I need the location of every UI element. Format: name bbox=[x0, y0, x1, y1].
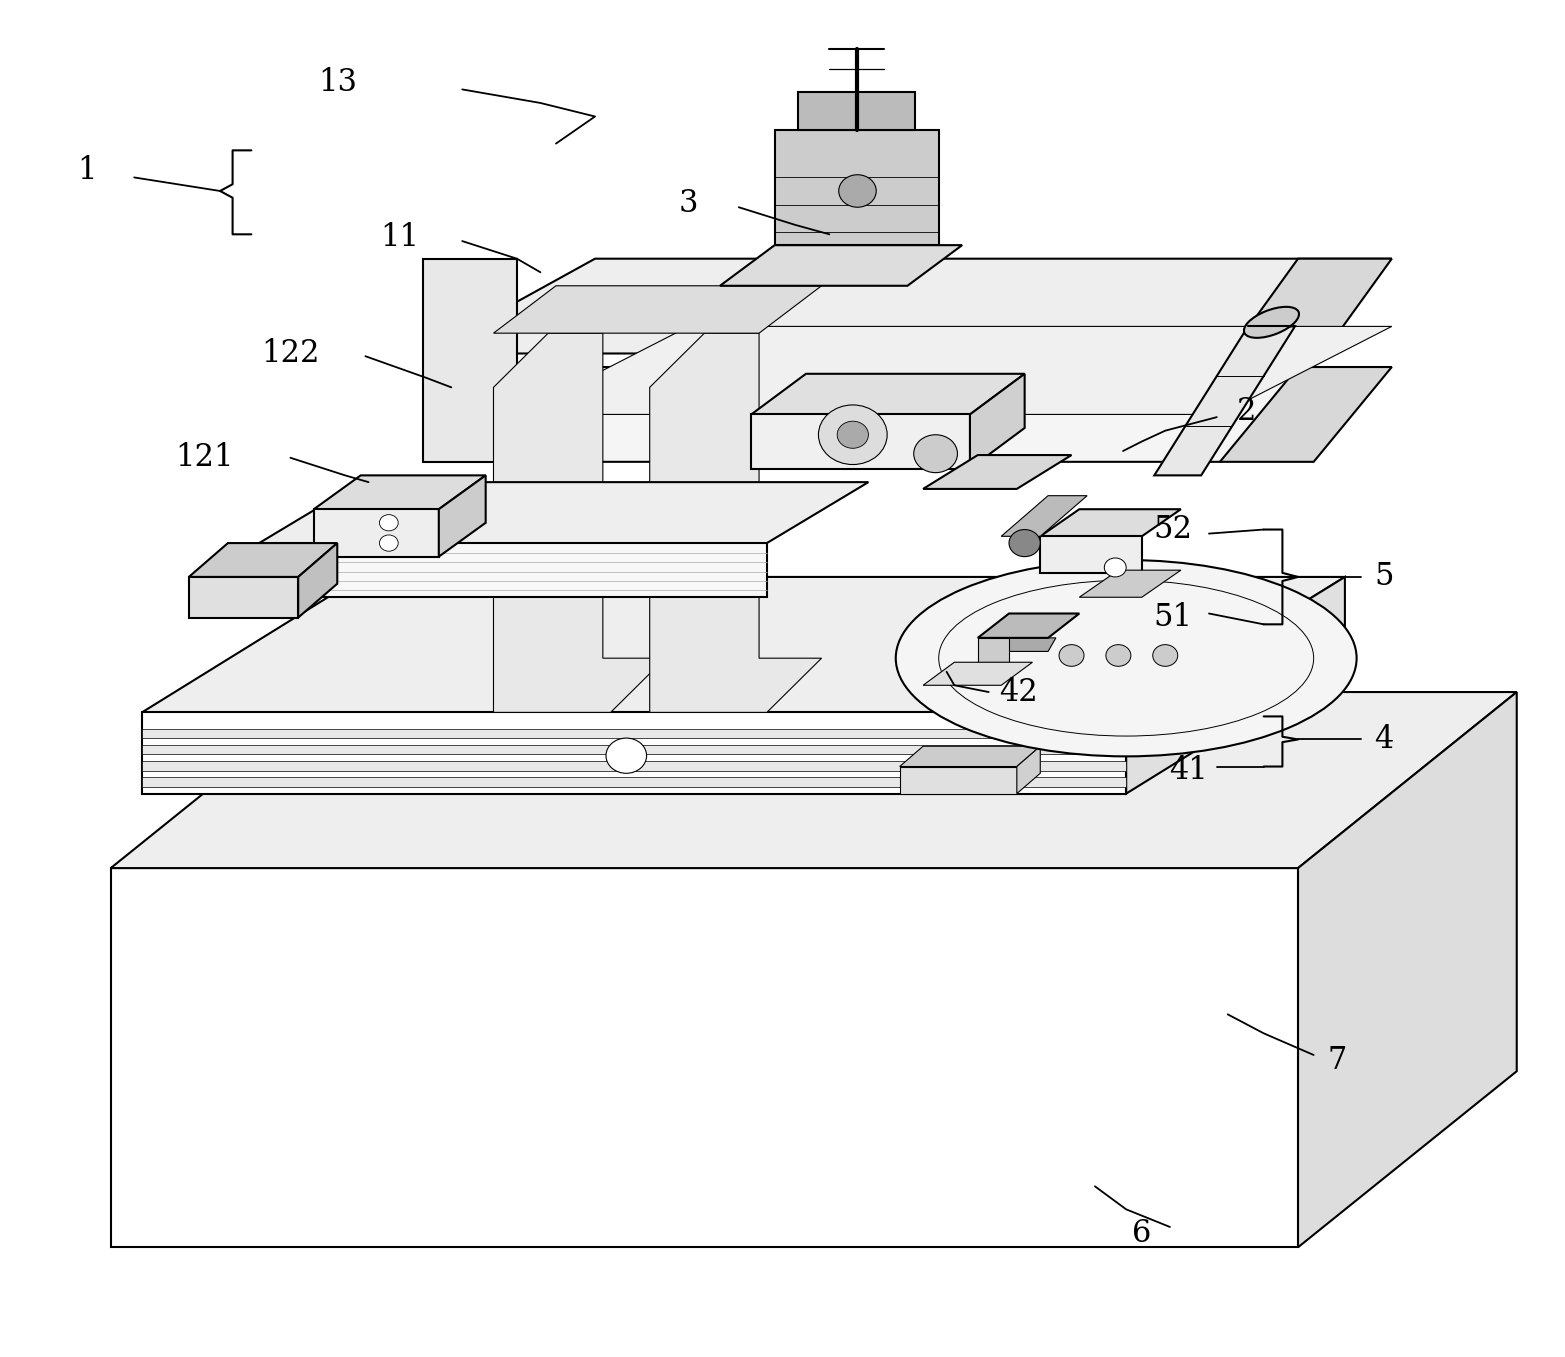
Circle shape bbox=[606, 738, 646, 773]
Text: 122: 122 bbox=[261, 338, 319, 369]
Polygon shape bbox=[189, 577, 299, 617]
Polygon shape bbox=[438, 475, 485, 556]
Polygon shape bbox=[1127, 577, 1344, 794]
Polygon shape bbox=[260, 543, 767, 597]
Circle shape bbox=[839, 175, 876, 208]
Polygon shape bbox=[493, 334, 665, 712]
Polygon shape bbox=[142, 778, 1127, 787]
Polygon shape bbox=[1041, 536, 1142, 573]
Polygon shape bbox=[142, 712, 1127, 794]
Polygon shape bbox=[1017, 746, 1041, 794]
Polygon shape bbox=[923, 662, 1033, 685]
Circle shape bbox=[1153, 645, 1178, 666]
Text: 7: 7 bbox=[1327, 1045, 1347, 1076]
Text: 1: 1 bbox=[78, 155, 97, 186]
Polygon shape bbox=[751, 414, 970, 468]
Bar bbox=[798, 92, 916, 130]
Polygon shape bbox=[923, 455, 1072, 489]
Polygon shape bbox=[1041, 509, 1182, 536]
Polygon shape bbox=[1297, 692, 1516, 1247]
Circle shape bbox=[1060, 645, 1085, 666]
Text: 121: 121 bbox=[175, 442, 233, 474]
Ellipse shape bbox=[895, 560, 1357, 756]
Polygon shape bbox=[315, 509, 438, 556]
Polygon shape bbox=[423, 259, 1391, 353]
Polygon shape bbox=[111, 692, 1516, 868]
Polygon shape bbox=[649, 334, 822, 712]
Text: 5: 5 bbox=[1374, 562, 1394, 593]
Circle shape bbox=[1105, 558, 1127, 577]
Polygon shape bbox=[516, 327, 1391, 414]
Polygon shape bbox=[111, 868, 1297, 1247]
Polygon shape bbox=[720, 246, 962, 286]
Circle shape bbox=[379, 535, 398, 551]
Polygon shape bbox=[423, 259, 516, 461]
Text: 51: 51 bbox=[1153, 603, 1193, 634]
Polygon shape bbox=[142, 577, 1344, 712]
Polygon shape bbox=[900, 767, 1017, 794]
Polygon shape bbox=[1080, 570, 1182, 597]
Polygon shape bbox=[142, 729, 1127, 738]
Polygon shape bbox=[189, 543, 338, 577]
Polygon shape bbox=[751, 373, 1025, 414]
Text: 42: 42 bbox=[998, 677, 1038, 707]
Circle shape bbox=[914, 434, 958, 472]
Polygon shape bbox=[1155, 327, 1294, 475]
Text: 3: 3 bbox=[679, 187, 698, 218]
Polygon shape bbox=[978, 613, 1080, 638]
Polygon shape bbox=[1221, 366, 1391, 461]
Polygon shape bbox=[900, 746, 1041, 767]
Polygon shape bbox=[1221, 259, 1391, 366]
Circle shape bbox=[1106, 645, 1131, 666]
Circle shape bbox=[818, 404, 887, 464]
Polygon shape bbox=[1002, 638, 1056, 651]
Polygon shape bbox=[493, 286, 822, 334]
Polygon shape bbox=[978, 638, 1009, 665]
Text: 11: 11 bbox=[380, 221, 419, 252]
Bar bbox=[775, 130, 939, 246]
Text: 52: 52 bbox=[1153, 514, 1193, 546]
Circle shape bbox=[1009, 529, 1041, 556]
Text: 6: 6 bbox=[1131, 1219, 1152, 1250]
Polygon shape bbox=[299, 543, 338, 617]
Circle shape bbox=[837, 421, 869, 448]
Ellipse shape bbox=[1244, 307, 1299, 338]
Polygon shape bbox=[315, 475, 485, 509]
Text: 2: 2 bbox=[1236, 396, 1257, 427]
Text: 13: 13 bbox=[318, 66, 357, 98]
Text: 41: 41 bbox=[1169, 754, 1208, 786]
Circle shape bbox=[379, 514, 398, 531]
Polygon shape bbox=[970, 373, 1025, 468]
Polygon shape bbox=[423, 366, 1391, 461]
Text: 4: 4 bbox=[1374, 723, 1393, 754]
Polygon shape bbox=[260, 482, 869, 543]
Polygon shape bbox=[1002, 495, 1088, 536]
Polygon shape bbox=[142, 745, 1127, 754]
Polygon shape bbox=[142, 761, 1127, 771]
